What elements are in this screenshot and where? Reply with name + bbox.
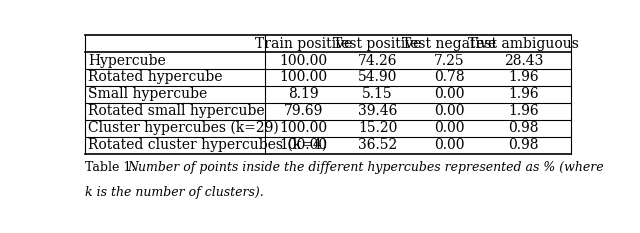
Text: 7.25: 7.25 <box>434 54 465 68</box>
Text: Table 1:: Table 1: <box>85 161 140 174</box>
Text: 100.00: 100.00 <box>279 121 327 135</box>
Text: 0.00: 0.00 <box>435 87 465 101</box>
Text: Test ambiguous: Test ambiguous <box>468 37 579 51</box>
Text: 15.20: 15.20 <box>358 121 397 135</box>
Text: 74.26: 74.26 <box>358 54 397 68</box>
Text: Number of points inside the different hypercubes represented as % (where: Number of points inside the different hy… <box>127 161 604 174</box>
Text: Test positive: Test positive <box>333 37 422 51</box>
Text: Hypercube: Hypercube <box>88 54 166 68</box>
Text: 0.78: 0.78 <box>434 70 465 84</box>
Text: Train positive: Train positive <box>255 37 352 51</box>
Text: Cluster hypercubes (k=29): Cluster hypercubes (k=29) <box>88 121 278 135</box>
Text: 36.52: 36.52 <box>358 138 397 152</box>
Text: 100.00: 100.00 <box>279 138 327 152</box>
Text: 0.98: 0.98 <box>508 138 539 152</box>
Text: 0.00: 0.00 <box>435 121 465 135</box>
Text: 1.96: 1.96 <box>508 70 539 84</box>
Text: Rotated hypercube: Rotated hypercube <box>88 70 223 84</box>
Text: 28.43: 28.43 <box>504 54 543 68</box>
Text: 0.98: 0.98 <box>508 121 539 135</box>
Text: Small hypercube: Small hypercube <box>88 87 207 101</box>
Text: 54.90: 54.90 <box>358 70 397 84</box>
Text: Rotated cluster hypercubes (k=4): Rotated cluster hypercubes (k=4) <box>88 138 327 152</box>
Text: 100.00: 100.00 <box>279 54 327 68</box>
Text: k is the number of clusters).: k is the number of clusters). <box>85 186 264 199</box>
Text: 0.00: 0.00 <box>435 138 465 152</box>
Text: 100.00: 100.00 <box>279 70 327 84</box>
Text: 0.00: 0.00 <box>435 104 465 118</box>
Text: 5.15: 5.15 <box>362 87 393 101</box>
Text: 79.69: 79.69 <box>284 104 323 118</box>
Text: 8.19: 8.19 <box>288 87 319 101</box>
Text: Test negative: Test negative <box>403 37 497 51</box>
Text: 1.96: 1.96 <box>508 87 539 101</box>
Text: 1.96: 1.96 <box>508 104 539 118</box>
Text: 39.46: 39.46 <box>358 104 397 118</box>
Text: Rotated small hypercube: Rotated small hypercube <box>88 104 264 118</box>
